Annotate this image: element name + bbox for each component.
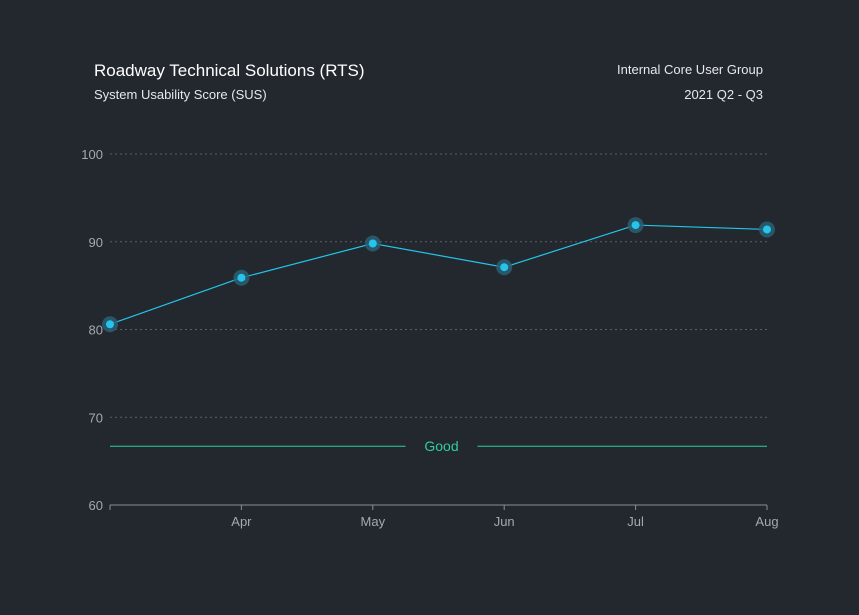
y-tick-label-100: 100 [81,147,103,162]
x-tick-label-jun: Jun [494,514,515,529]
data-point-mar [106,320,114,329]
y-tick-label-90: 90 [89,235,103,250]
data-point-apr [237,273,246,282]
x-tick-label-jul: Jul [627,514,644,529]
series-line [109,224,768,325]
x-axis [109,504,768,510]
reference-line-group: Good [110,438,767,454]
x-axis-ticks: Apr May Jun Jul Aug [231,514,778,529]
y-tick-label-70: 70 [89,410,103,425]
y-axis-ticks: 60 70 80 90 100 [81,147,103,513]
data-point-jun [500,263,509,272]
series-group [102,217,775,333]
data-point-aug [763,225,771,234]
period-label: 2021 Q2 - Q3 [684,87,763,102]
x-tick-label-may: May [361,514,386,529]
chart-subtitle: System Usability Score (SUS) [94,87,267,102]
chart-title: Roadway Technical Solutions (RTS) [94,61,365,80]
reference-line-label: Good [424,438,458,454]
x-tick-label-apr: Apr [231,514,252,529]
data-point-jul [631,221,640,230]
gridlines [110,153,767,418]
data-point-may [368,239,377,248]
y-tick-label-80: 80 [89,323,103,338]
y-tick-label-60: 60 [89,498,103,513]
user-group-label: Internal Core User Group [617,62,763,77]
x-tick-label-aug: Aug [755,514,778,529]
